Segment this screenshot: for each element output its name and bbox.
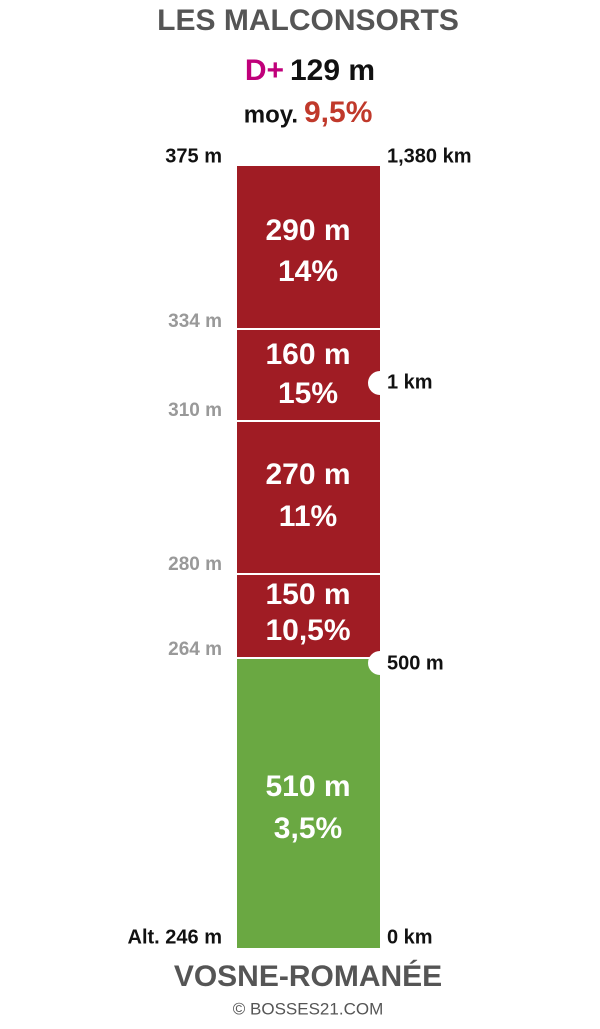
- segment: [237, 422, 380, 573]
- segment: [237, 166, 380, 328]
- notch: [368, 371, 392, 395]
- segment-gradient: 15%: [278, 377, 338, 410]
- average-value: 9,5%: [304, 96, 372, 129]
- gain-label: D+: [245, 54, 284, 87]
- start-location: VOSNE-ROMANÉE: [174, 959, 442, 993]
- segment-gradient: 14%: [278, 255, 338, 288]
- segment-gradient: 11%: [279, 500, 337, 533]
- segment: [237, 659, 380, 948]
- segment-length: 160 m: [265, 338, 350, 371]
- title: LES MALCONSORTS: [157, 4, 459, 37]
- altitude: 264 m: [168, 639, 222, 660]
- segment-length: 290 m: [265, 214, 350, 247]
- distance: 500 m: [387, 652, 444, 674]
- notch: [368, 651, 392, 675]
- altitude: 280 m: [168, 554, 222, 575]
- segment-gradient: 3,5%: [274, 812, 342, 845]
- segment-length: 510 m: [265, 770, 350, 803]
- average-label: moy.: [244, 101, 298, 128]
- credit: © BOSSES21.COM: [233, 999, 383, 1018]
- segment-gradient: 10,5%: [265, 614, 350, 647]
- gain-value: 129 m: [290, 54, 375, 87]
- altitude: 375 m: [165, 145, 222, 167]
- segment-length: 150 m: [265, 578, 350, 611]
- altitude: 334 m: [168, 311, 222, 332]
- segment: [237, 330, 380, 420]
- distance: 0 km: [387, 926, 433, 948]
- altitude: Alt. 246 m: [128, 926, 222, 948]
- distance: 1 km: [387, 371, 433, 393]
- altitude: 310 m: [168, 400, 222, 421]
- distance: 1,380 km: [387, 145, 472, 167]
- segment-length: 270 m: [265, 458, 350, 491]
- segment: [237, 575, 380, 657]
